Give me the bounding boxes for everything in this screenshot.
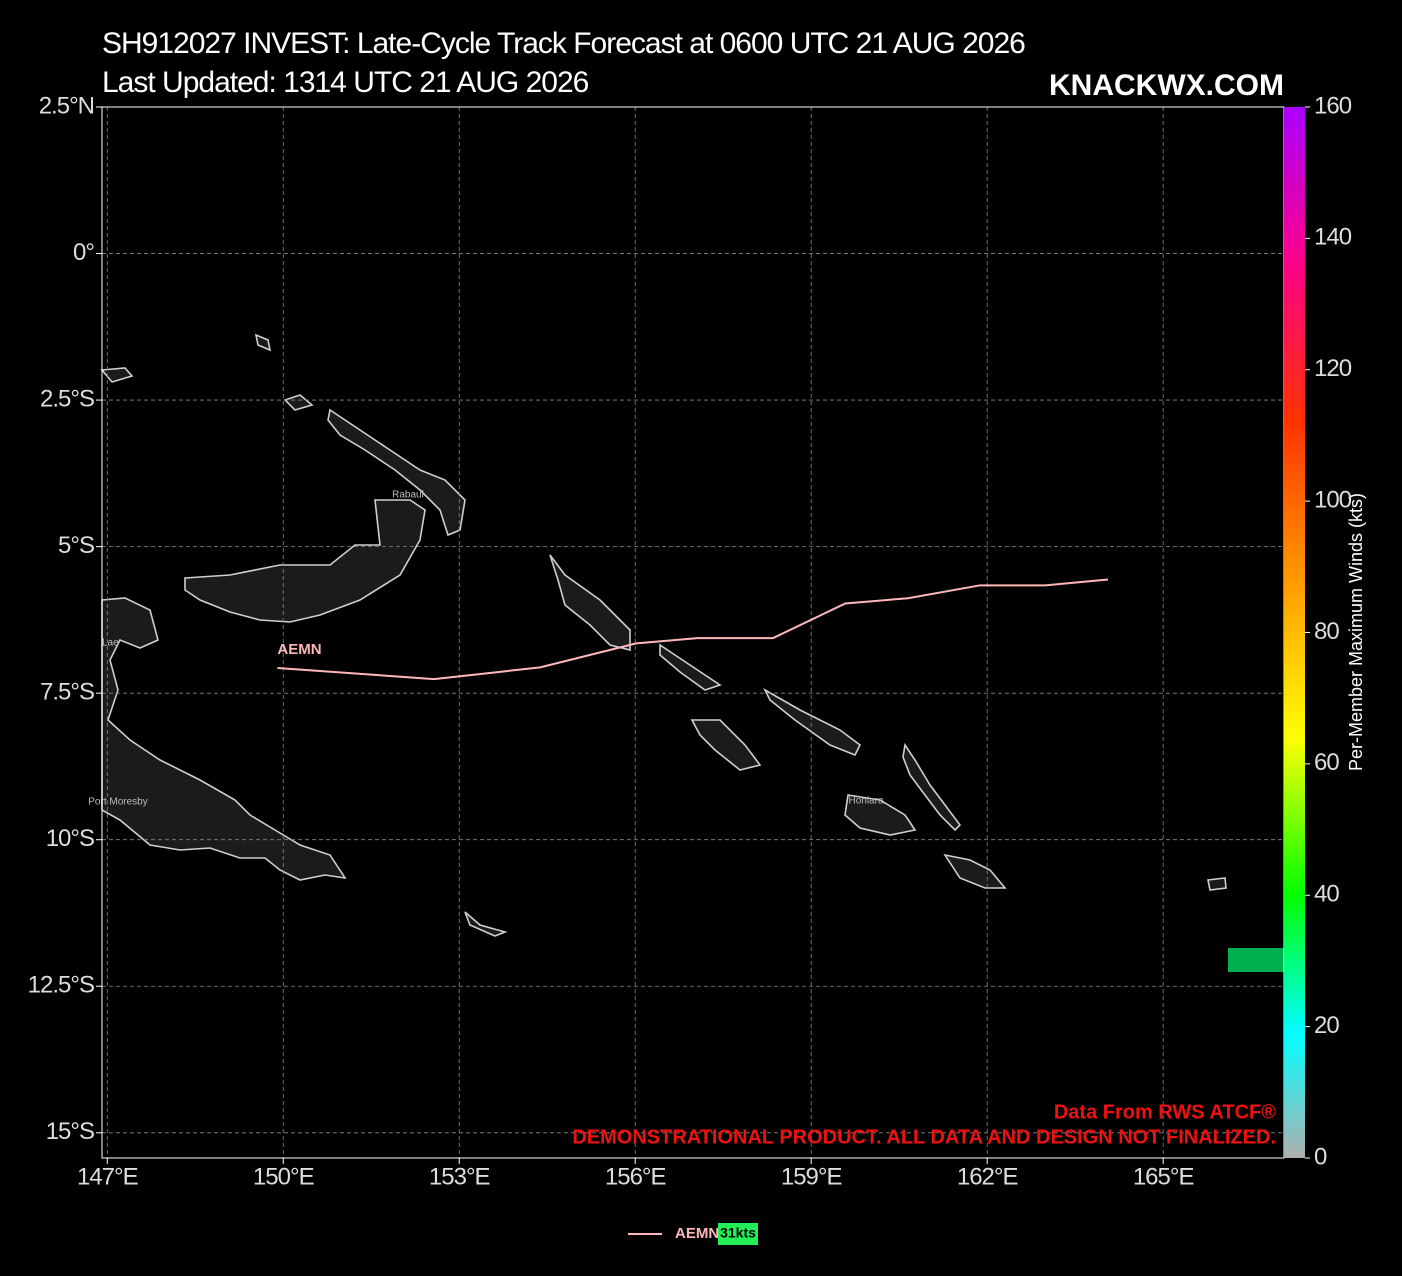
marker xyxy=(1228,948,1284,972)
track-label: AEMN xyxy=(277,641,321,658)
place-label: Honiara xyxy=(848,796,883,807)
y-tick-label: 12.5°S xyxy=(28,972,94,999)
title: SH912027 INVEST: Late-Cycle Track Foreca… xyxy=(102,27,1025,60)
brand: KNACKWX.COM xyxy=(1049,69,1284,102)
place-label: Rabaul xyxy=(392,490,424,501)
credit: DEMONSTRATIONAL PRODUCT. ALL DATA AND DE… xyxy=(572,1126,1276,1148)
legend-label: AEMN: xyxy=(675,1225,724,1242)
colorbar-tick-label: 40 xyxy=(1314,881,1339,908)
place-label: Port Moresby xyxy=(88,797,147,808)
x-tick-label: 165°E xyxy=(1133,1163,1194,1190)
colorbar-tick-label: 20 xyxy=(1314,1012,1339,1039)
x-tick-label: 150°E xyxy=(253,1163,314,1190)
colorbar-tick-label: 0 xyxy=(1314,1143,1327,1170)
colorbar-tick-label: 160 xyxy=(1314,92,1352,119)
y-tick-label: 0° xyxy=(73,239,94,266)
x-tick-label: 162°E xyxy=(957,1163,1018,1190)
y-tick-label: 15°S xyxy=(46,1118,94,1145)
y-tick-label: 7.5°S xyxy=(40,679,94,706)
land xyxy=(100,333,1227,937)
track-line xyxy=(277,578,1109,681)
x-tick-label: 147°E xyxy=(77,1163,138,1190)
colorbar-label: Per-Member Maximum Winds (kts) xyxy=(1346,493,1366,771)
y-tick-label: 2.5°S xyxy=(40,385,94,412)
y-tick-label: 10°S xyxy=(46,825,94,852)
colorbar-tick-label: 80 xyxy=(1314,618,1339,645)
x-tick-label: 159°E xyxy=(781,1163,842,1190)
legend-badge xyxy=(718,1223,758,1245)
plot-frame xyxy=(101,106,1285,1159)
colorbar-tick-label: 120 xyxy=(1314,355,1352,382)
x-tick-label: 153°E xyxy=(429,1163,490,1190)
place-label: Lae xyxy=(102,638,119,649)
colorbar xyxy=(1284,107,1305,1158)
x-tick-label: 156°E xyxy=(605,1163,666,1190)
legend-wind: 31kts xyxy=(720,1225,756,1241)
y-tick-label: 5°S xyxy=(58,532,94,559)
y-tick-label: 2.5°N xyxy=(39,92,94,119)
subtitle: Last Updated: 1314 UTC 21 AUG 2026 xyxy=(102,66,589,99)
colorbar-tick-label: 60 xyxy=(1314,749,1339,776)
colorbar-tick-label: 140 xyxy=(1314,224,1352,251)
credit: Data From RWS ATCF® xyxy=(1054,1101,1276,1123)
colorbar-tick-label: 100 xyxy=(1314,486,1352,513)
